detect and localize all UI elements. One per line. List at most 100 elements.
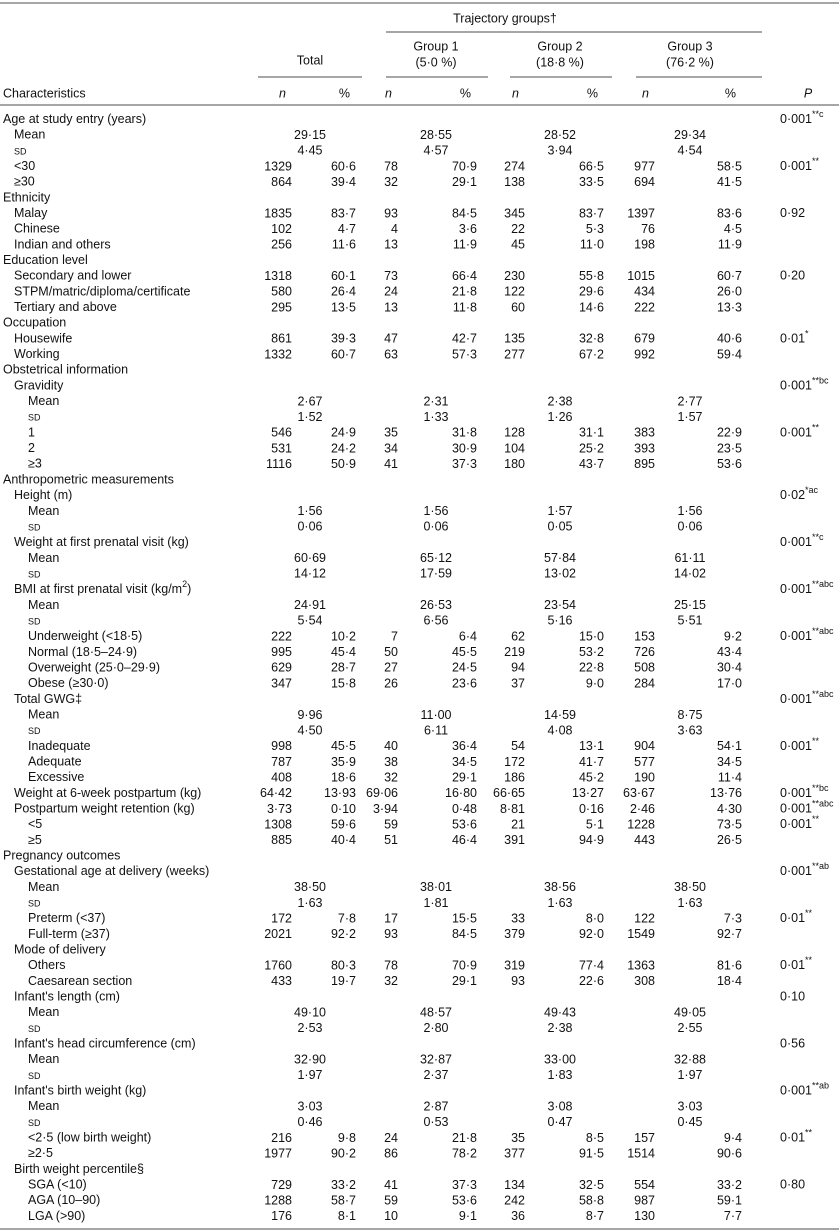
cell: 35: [384, 426, 398, 440]
cell: 32·5: [579, 1178, 604, 1192]
cell: 45: [511, 238, 525, 252]
label-text: sd: [28, 520, 41, 534]
row-label: Mean: [28, 1100, 59, 1114]
label-text: Adequate: [28, 755, 82, 769]
p-text: 0·001: [780, 739, 812, 753]
row-label: Height (m): [14, 488, 72, 502]
label-text: Mean: [28, 880, 59, 894]
cell: 17·0: [717, 676, 742, 690]
row-label: Underweight (<18·5): [28, 629, 142, 643]
col-header: (76·2 %): [666, 55, 714, 69]
row-label: sd: [28, 1021, 41, 1035]
p-sup: **abc: [812, 799, 834, 809]
cell: 172: [271, 911, 292, 925]
row-label: Working: [14, 347, 60, 361]
cell: 24: [384, 285, 398, 299]
label-text: <30: [14, 159, 35, 173]
cell: 25·15: [674, 598, 706, 612]
cell: 18·4: [717, 974, 742, 988]
cell: 2·31: [423, 394, 448, 408]
row-label: ≥2·5: [28, 1147, 53, 1161]
cell: 38·50: [674, 880, 706, 894]
row-label: ≥30: [14, 175, 35, 189]
label-text: Obese (≥30·0): [28, 676, 109, 690]
row-label: Postpartum weight retention (kg): [14, 802, 195, 816]
cell: 25·2: [579, 441, 604, 455]
row-label: Chinese: [14, 222, 60, 236]
cell: 2021: [264, 927, 292, 941]
cell: 23·54: [544, 598, 576, 612]
cell: 34: [384, 441, 398, 455]
row-label: Infant's length (cm): [14, 990, 120, 1004]
row-label: 1: [28, 426, 35, 440]
cell: 22: [511, 222, 525, 236]
cell: 80·3: [331, 958, 356, 972]
cell: 219: [504, 645, 525, 659]
cell: 84·5: [452, 927, 477, 941]
cell: 32: [384, 770, 398, 784]
row-label: Tertiary and above: [14, 300, 117, 314]
cell: 39·3: [331, 332, 356, 346]
col-header: %: [339, 86, 350, 100]
cell: 41: [384, 457, 398, 471]
p-sup: **ab: [812, 862, 829, 872]
row-label: sd: [28, 520, 41, 534]
label-text: Mode of delivery: [14, 943, 106, 957]
cell: 60·6: [331, 159, 356, 173]
cell: 4·08: [547, 723, 572, 737]
cell: 1549: [627, 927, 655, 941]
cell: 787: [271, 755, 292, 769]
cell: 37·3: [452, 457, 477, 471]
row-label: Indian and others: [14, 238, 111, 252]
cell: 7·7: [724, 1209, 742, 1223]
cell: 40·6: [717, 332, 742, 346]
label-text: Age at study entry (years): [3, 112, 146, 126]
cell: 694: [634, 175, 655, 189]
cell: 31·1: [579, 426, 604, 440]
cell: 11·0: [580, 238, 604, 252]
cell: 408: [271, 770, 292, 784]
p-value: 0·001**bc: [780, 783, 829, 800]
cell: 59·6: [331, 817, 356, 831]
label-text: Infant's birth weight (kg): [14, 1084, 146, 1098]
row-label: Full-term (≥37): [28, 927, 110, 941]
label-text: SGA (<10): [28, 1178, 87, 1192]
cell: 1·57: [547, 504, 572, 518]
cell: 1835: [264, 206, 292, 220]
label-text: Weight at first prenatal visit (kg): [14, 535, 189, 549]
cell: 61·11: [674, 551, 705, 565]
cell: 21·8: [452, 285, 477, 299]
cell: 24·9: [331, 426, 356, 440]
col-header: n: [512, 86, 519, 100]
row-label: Housewife: [14, 332, 72, 346]
label-text: sd: [28, 1068, 41, 1082]
cell: 41: [384, 1178, 398, 1192]
cell: 1·52: [297, 410, 322, 424]
row-label: <30: [14, 159, 35, 173]
p-sup: **: [805, 956, 813, 966]
cell: 128: [504, 426, 525, 440]
cell: 51: [384, 833, 398, 847]
cell: 885: [271, 833, 292, 847]
cell: 1308: [264, 817, 292, 831]
cell: 28·52: [544, 128, 576, 142]
cell: 33: [511, 911, 525, 925]
p-text: 0·20: [780, 269, 805, 283]
cell: 1977: [264, 1147, 292, 1161]
cell: 8·5: [586, 1131, 604, 1145]
row-label: Mean: [28, 880, 59, 894]
cell: 29·1: [452, 770, 477, 784]
cell: 977: [634, 159, 655, 173]
cell: 138: [504, 175, 525, 189]
cell: 78·2: [452, 1147, 477, 1161]
cell: 60·1: [331, 269, 356, 283]
cell: 580: [271, 285, 292, 299]
row-label: Age at study entry (years): [3, 112, 146, 126]
cell: 0·05: [547, 520, 572, 534]
cell: 36·4: [452, 739, 477, 753]
p-value: 0·001**ab: [780, 862, 829, 879]
cell: 3·08: [547, 1100, 572, 1114]
cell: 43·4: [717, 645, 742, 659]
row-label: ≥5: [28, 833, 42, 847]
cell: 1288: [264, 1194, 292, 1208]
